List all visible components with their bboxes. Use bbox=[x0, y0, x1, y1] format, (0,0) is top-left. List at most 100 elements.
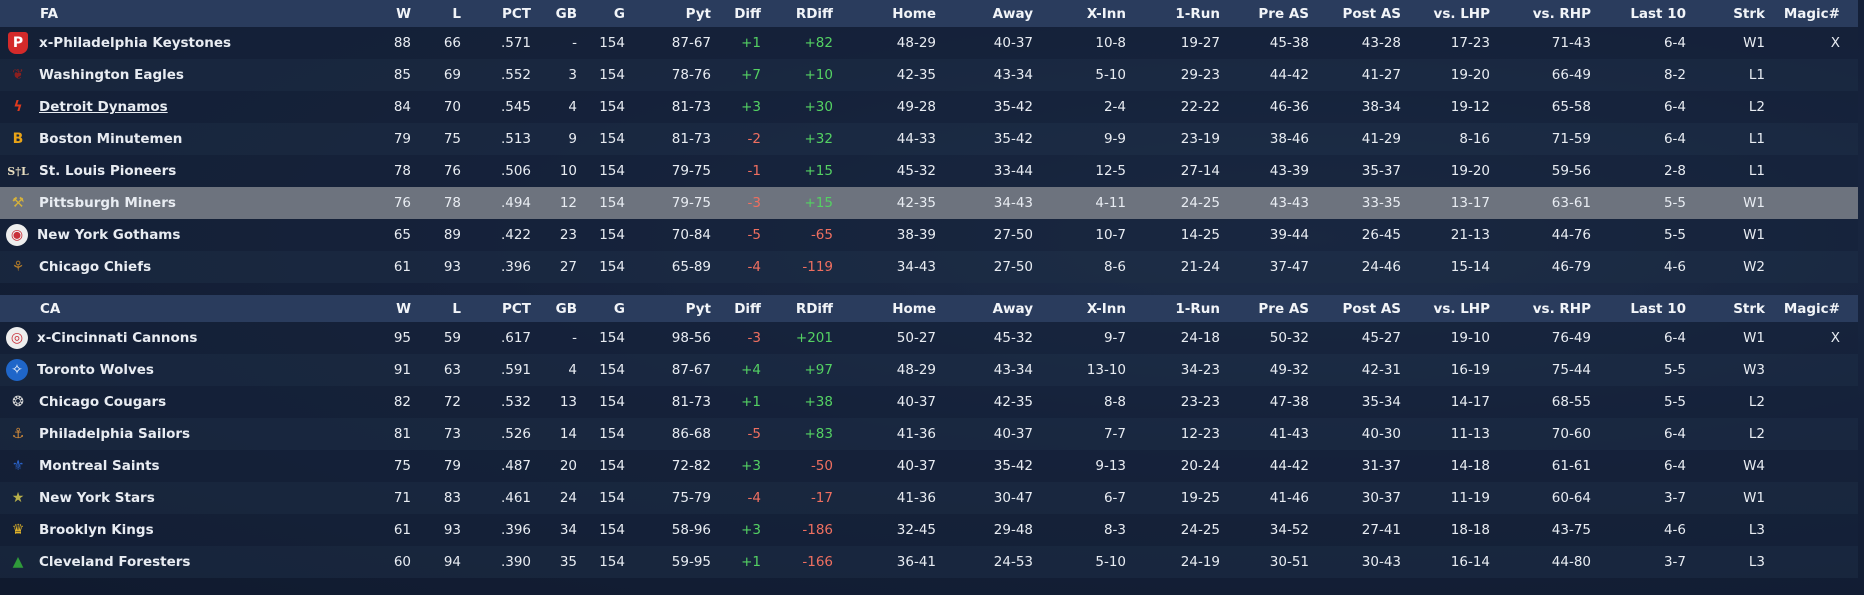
col-header-magic[interactable]: Magic# bbox=[1783, 5, 1840, 22]
col-header-gb[interactable]: GB bbox=[555, 300, 577, 317]
team-name-link[interactable]: Chicago Chiefs bbox=[39, 259, 152, 275]
team-name-link[interactable]: Boston Minutemen bbox=[39, 131, 183, 147]
pyt-cell: 86-68 bbox=[671, 426, 711, 442]
team-cell: ◎ x-Cincinnati Cannons bbox=[0, 327, 370, 349]
col-header-rdiff[interactable]: RDiff bbox=[795, 5, 833, 22]
rdiff-cell: +15 bbox=[804, 195, 834, 211]
col-header-away[interactable]: Away bbox=[992, 5, 1033, 22]
home-cell: 50-27 bbox=[896, 330, 936, 346]
league-name[interactable]: FA bbox=[40, 5, 59, 22]
col-header-1run[interactable]: 1-Run bbox=[1175, 300, 1220, 317]
table-row[interactable]: ⚓ Philadelphia Sailors 81 73 .526 14 154 86-68 -… bbox=[0, 418, 1858, 450]
team-name-link[interactable]: Chicago Cougars bbox=[39, 394, 167, 410]
table-row[interactable]: ★ New York Stars 71 83 .461 24 154 75-79 -4 -17 41… bbox=[0, 482, 1858, 514]
lightning-bolt-icon: ϟ bbox=[13, 99, 23, 115]
streak-cell: W1 bbox=[1743, 35, 1765, 51]
col-header-vs-rhp[interactable]: vs. RHP bbox=[1532, 5, 1591, 22]
pyt-cell: 87-67 bbox=[671, 35, 711, 51]
team-name-link[interactable]: Philadelphia Sailors bbox=[39, 426, 191, 442]
col-header-xinn[interactable]: X-Inn bbox=[1086, 300, 1126, 317]
col-header-post-as[interactable]: Post AS bbox=[1342, 5, 1401, 22]
team-name-link[interactable]: Montreal Saints bbox=[39, 458, 160, 474]
col-header-gb[interactable]: GB bbox=[555, 5, 577, 22]
table-row[interactable]: ❦ Washington Eagles 85 69 .552 3 154 78-76 +7 +10… bbox=[0, 59, 1858, 91]
col-header-pyt[interactable]: Pyt bbox=[685, 300, 711, 317]
col-header-strk[interactable]: Strk bbox=[1733, 300, 1765, 317]
gb-cell: 34 bbox=[559, 522, 577, 538]
table-row[interactable]: ❂ Chicago Cougars 82 72 .532 13 154 81-73 +1 +38 4… bbox=[0, 386, 1858, 418]
table-row[interactable]: ϟ Detroit Dynamos 84 70 .545 4 154 81-73 +3 +30 49… bbox=[0, 91, 1858, 123]
col-header-l[interactable]: L bbox=[452, 5, 461, 22]
team-name-link[interactable]: Detroit Dynamos bbox=[39, 99, 168, 115]
table-row[interactable]: ▲ Cleveland Foresters 60 94 .390 35 154 59-95 +1… bbox=[0, 546, 1858, 578]
col-header-diff[interactable]: Diff bbox=[734, 5, 761, 22]
col-header-w[interactable]: W bbox=[396, 300, 411, 317]
table-row[interactable]: S†L St. Louis Pioneers 78 76 .506 10 154 79-75 -… bbox=[0, 155, 1858, 187]
table-row[interactable]: ⚘ Chicago Chiefs 61 93 .396 27 154 65-89 -4 -119 3… bbox=[0, 251, 1858, 283]
team-name-link[interactable]: St. Louis Pioneers bbox=[39, 163, 177, 179]
team-name-link[interactable]: Brooklyn Kings bbox=[39, 522, 154, 538]
col-header-rdiff[interactable]: RDiff bbox=[795, 300, 833, 317]
w-cell: 61 bbox=[393, 259, 411, 275]
team-name-link[interactable]: x-Cincinnati Cannons bbox=[37, 330, 198, 346]
col-header-pre-as[interactable]: Pre AS bbox=[1258, 5, 1309, 22]
one-run-cell: 24-18 bbox=[1180, 330, 1220, 346]
vs-lhp-cell: 21-13 bbox=[1450, 227, 1490, 243]
col-header-pct[interactable]: PCT bbox=[501, 300, 531, 317]
col-header-pct[interactable]: PCT bbox=[501, 5, 531, 22]
last10-cell: 6-4 bbox=[1663, 131, 1686, 147]
xinn-cell: 8-3 bbox=[1103, 522, 1126, 538]
team-name-link[interactable]: x-Philadelphia Keystones bbox=[39, 35, 232, 51]
col-header-home[interactable]: Home bbox=[892, 5, 936, 22]
col-header-home[interactable]: Home bbox=[892, 300, 936, 317]
team-name-link[interactable]: Pittsburgh Miners bbox=[39, 195, 176, 211]
col-header-magic[interactable]: Magic# bbox=[1783, 300, 1840, 317]
table-row[interactable]: ⚒ Pittsburgh Miners 76 78 .494 12 154 79-75 -3 +1… bbox=[0, 187, 1858, 219]
col-header-pyt[interactable]: Pyt bbox=[685, 5, 711, 22]
league-name[interactable]: CA bbox=[40, 300, 61, 317]
l-cell: 75 bbox=[443, 131, 461, 147]
vs-rhp-cell: 76-49 bbox=[1551, 330, 1591, 346]
col-header-1run[interactable]: 1-Run bbox=[1175, 5, 1220, 22]
team-name-link[interactable]: Washington Eagles bbox=[39, 67, 184, 83]
col-header-post-as[interactable]: Post AS bbox=[1342, 300, 1401, 317]
gb-cell: 10 bbox=[559, 163, 577, 179]
g-cell: 154 bbox=[599, 195, 625, 211]
streak-cell: W4 bbox=[1743, 458, 1765, 474]
one-run-cell: 22-22 bbox=[1180, 99, 1220, 115]
team-name-link[interactable]: Cleveland Foresters bbox=[39, 554, 191, 570]
xinn-cell: 9-13 bbox=[1095, 458, 1126, 474]
col-header-strk[interactable]: Strk bbox=[1733, 5, 1765, 22]
one-run-cell: 24-25 bbox=[1180, 522, 1220, 538]
col-header-vs-lhp[interactable]: vs. LHP bbox=[1433, 5, 1490, 22]
col-header-last10[interactable]: Last 10 bbox=[1630, 300, 1686, 317]
table-row[interactable]: ♛ Brooklyn Kings 61 93 .396 34 154 58-96 +3 -186 3… bbox=[0, 514, 1858, 546]
col-header-xinn[interactable]: X-Inn bbox=[1086, 5, 1126, 22]
w-cell: 95 bbox=[393, 330, 411, 346]
away-cell: 30-47 bbox=[993, 490, 1033, 506]
col-header-vs-lhp[interactable]: vs. LHP bbox=[1433, 300, 1490, 317]
streak-cell: L3 bbox=[1748, 522, 1765, 538]
table-row[interactable]: ◎ x-Cincinnati Cannons 95 59 .617 - 154 98-56 -3… bbox=[0, 322, 1858, 354]
col-header-g[interactable]: G bbox=[613, 300, 625, 317]
team-name-link[interactable]: New York Gothams bbox=[37, 227, 181, 243]
col-header-g[interactable]: G bbox=[613, 5, 625, 22]
table-row[interactable]: B Boston Minutemen 79 75 .513 9 154 81-73 -2 +32 4… bbox=[0, 123, 1858, 155]
away-cell: 42-35 bbox=[993, 394, 1033, 410]
col-header-pre-as[interactable]: Pre AS bbox=[1258, 300, 1309, 317]
team-name-link[interactable]: New York Stars bbox=[39, 490, 155, 506]
team-name-link[interactable]: Toronto Wolves bbox=[37, 362, 154, 378]
col-header-away[interactable]: Away bbox=[992, 300, 1033, 317]
col-header-l[interactable]: L bbox=[452, 300, 461, 317]
streak-cell: L2 bbox=[1748, 99, 1765, 115]
table-row[interactable]: ⚜ Montreal Saints 75 79 .487 20 154 72-82 +3 -50 4… bbox=[0, 450, 1858, 482]
col-header-diff[interactable]: Diff bbox=[734, 300, 761, 317]
g-cell: 154 bbox=[599, 99, 625, 115]
col-header-vs-rhp[interactable]: vs. RHP bbox=[1532, 300, 1591, 317]
table-row[interactable]: ◉ New York Gothams 65 89 .422 23 154 70-84 -5 -65… bbox=[0, 219, 1858, 251]
g-cell: 154 bbox=[599, 394, 625, 410]
table-row[interactable]: ✧ Toronto Wolves 91 63 .591 4 154 87-67 +4 +97 48-… bbox=[0, 354, 1858, 386]
col-header-w[interactable]: W bbox=[396, 5, 411, 22]
col-header-last10[interactable]: Last 10 bbox=[1630, 5, 1686, 22]
